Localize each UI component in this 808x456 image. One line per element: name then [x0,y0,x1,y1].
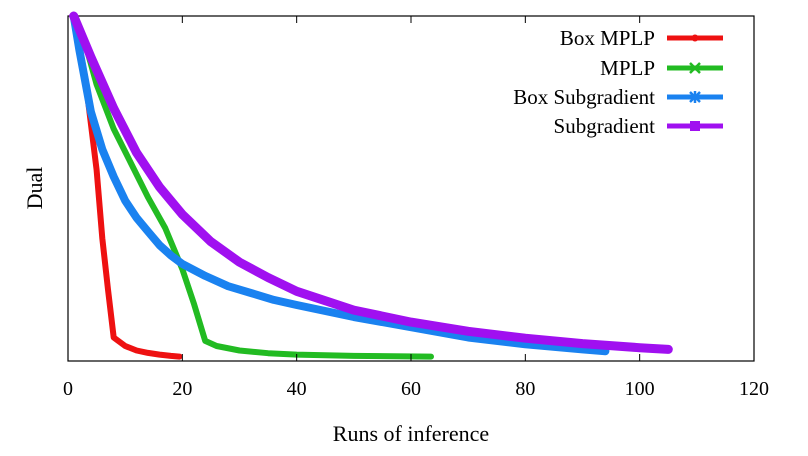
legend-marker-x-icon [689,62,701,74]
series-line-subgradient [69,11,673,354]
x-tick-label: 40 [287,378,307,400]
legend-marker-star-icon [689,91,701,103]
x-tick-layer: 0 20 40 60 80 100 120 [63,16,769,400]
legend-label: Box MPLP [560,26,655,50]
x-tick-label: 120 [739,378,769,400]
series-line-mplp [70,13,434,360]
x-tick-label: 100 [625,378,655,400]
legend-marker-square-icon [690,121,700,131]
y-axis-title: Dual [22,167,47,210]
x-tick-label: 60 [401,378,421,400]
x-axis-title: Runs of inference [333,421,489,446]
x-tick-label: 20 [172,378,192,400]
x-tick-label: 80 [515,378,535,400]
x-tick-label: 0 [63,378,73,400]
legend-marker-circle-icon [691,34,699,42]
series-line-box-mplp [70,13,183,360]
legend-label: MPLP [600,56,655,80]
legend-label: Subgradient [554,114,656,138]
series-layer [69,11,673,360]
legend-label: Box Subgradient [513,85,655,109]
legend: Box MPLP MPLP Box Subgradient Subgradient [513,26,723,138]
series-line-box-subgradient [69,12,610,356]
